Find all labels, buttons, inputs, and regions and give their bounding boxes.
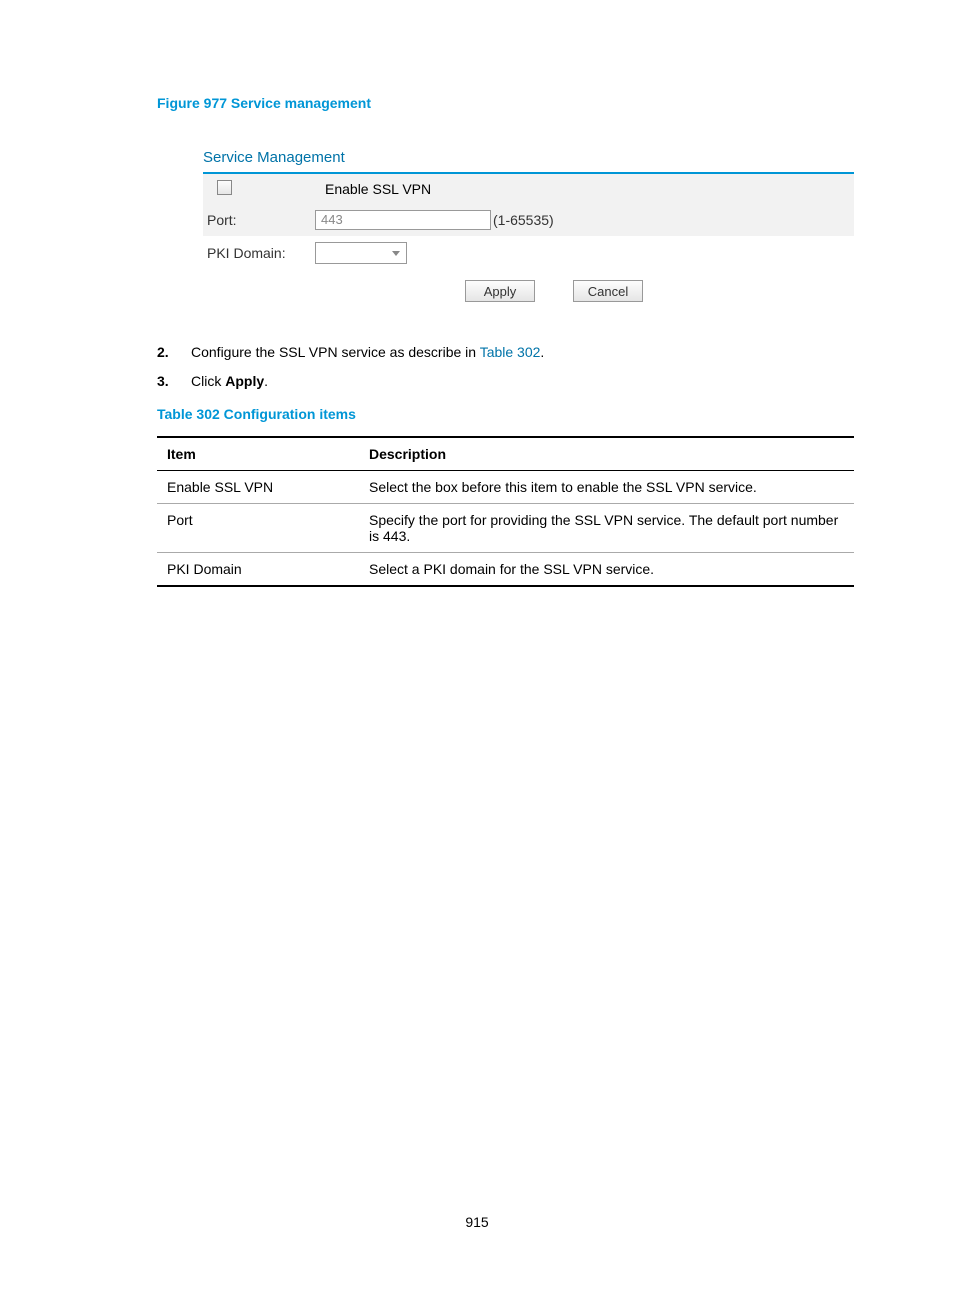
port-label: Port:: [203, 212, 315, 228]
steps-list: 2. Configure the SSL VPN service as desc…: [157, 342, 854, 392]
cell-item: Enable SSL VPN: [157, 471, 359, 504]
enable-label: Enable SSL VPN: [325, 181, 431, 197]
panel-title: Service Management: [203, 149, 854, 166]
step-text: Configure the SSL VPN service as describ…: [191, 342, 544, 363]
step-number: 2.: [157, 342, 191, 363]
cell-item: Port: [157, 504, 359, 553]
step-3: 3. Click Apply.: [157, 371, 854, 392]
step-text-a: Configure the SSL VPN service as describ…: [191, 344, 480, 360]
cancel-button[interactable]: Cancel: [573, 280, 643, 302]
port-range: (1-65535): [493, 212, 554, 228]
pki-label: PKI Domain:: [203, 245, 315, 261]
figure-caption: Figure 977 Service management: [157, 95, 854, 111]
config-table: Item Description Enable SSL VPN Select t…: [157, 436, 854, 587]
service-panel: Enable SSL VPN Port: 443 (1-65535) PKI D…: [203, 172, 854, 270]
table-row: Enable SSL VPN Select the box before thi…: [157, 471, 854, 504]
head-desc: Description: [359, 437, 854, 471]
chevron-down-icon: [392, 251, 400, 256]
enable-checkbox-cell: [203, 180, 325, 198]
step-text-b: .: [540, 344, 544, 360]
enable-checkbox[interactable]: [217, 180, 232, 195]
step-text-a: Click: [191, 373, 225, 389]
cell-desc: Select a PKI domain for the SSL VPN serv…: [359, 553, 854, 587]
step-2: 2. Configure the SSL VPN service as desc…: [157, 342, 854, 363]
cell-desc: Select the box before this item to enabl…: [359, 471, 854, 504]
page-number: 915: [0, 1214, 954, 1230]
table-row: Port Specify the port for providing the …: [157, 504, 854, 553]
port-row: Port: 443 (1-65535): [203, 204, 854, 236]
table-head-row: Item Description: [157, 437, 854, 471]
step-text: Click Apply.: [191, 371, 268, 392]
pki-select[interactable]: [315, 242, 407, 264]
table-302-link[interactable]: Table 302: [480, 344, 541, 360]
head-item: Item: [157, 437, 359, 471]
apply-bold: Apply: [225, 373, 264, 389]
step-text-b: .: [264, 373, 268, 389]
port-input[interactable]: 443: [315, 210, 491, 230]
table-row: PKI Domain Select a PKI domain for the S…: [157, 553, 854, 587]
apply-button[interactable]: Apply: [465, 280, 535, 302]
button-row: Apply Cancel: [465, 280, 854, 302]
step-number: 3.: [157, 371, 191, 392]
enable-row: Enable SSL VPN: [203, 174, 854, 204]
table-caption: Table 302 Configuration items: [157, 406, 854, 422]
cell-desc: Specify the port for providing the SSL V…: [359, 504, 854, 553]
cell-item: PKI Domain: [157, 553, 359, 587]
pki-row: PKI Domain:: [203, 236, 854, 270]
